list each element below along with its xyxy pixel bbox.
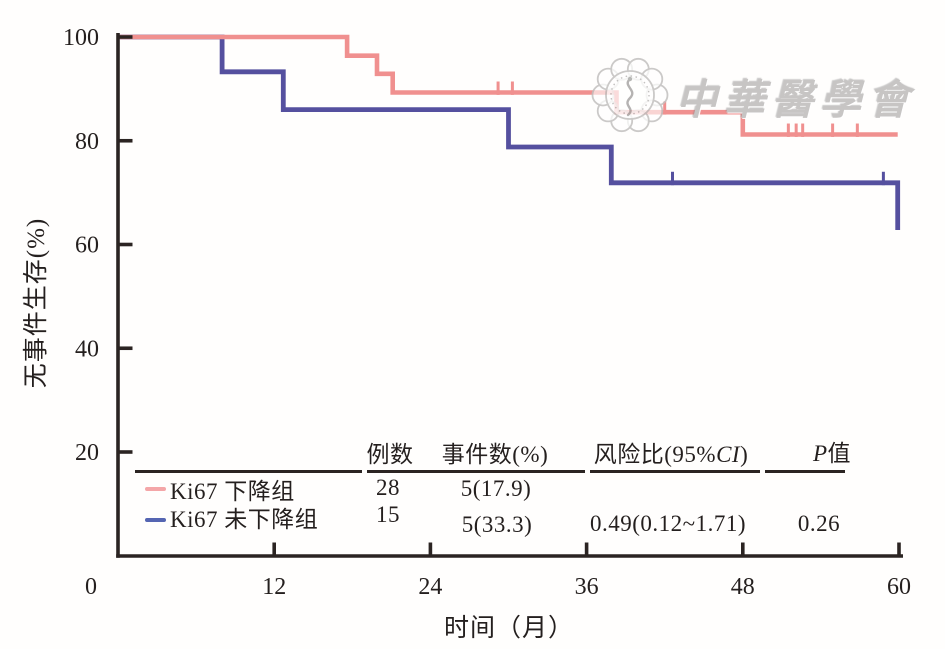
- x-tick-label-12: 12: [262, 574, 286, 600]
- x-tick-label-24: 24: [418, 574, 442, 600]
- table-header-events: 事件数(%): [441, 442, 549, 467]
- y-tick-label-100: 100: [63, 25, 99, 51]
- table-row2-n: 15: [376, 502, 400, 527]
- table-row2-p-value: 0.26: [797, 511, 841, 536]
- survival-curve-Ki67 未下降组: [118, 34, 901, 230]
- y-tick-label-20: 20: [75, 440, 99, 466]
- table-header-p: P值: [813, 434, 851, 468]
- x-axis-title: 时间（月）: [443, 615, 575, 642]
- table-header-hr: 风险比(95%CI): [594, 435, 749, 469]
- table-header-hr-text: 风险比(95%: [593, 442, 717, 467]
- x-tick-label-60: 60: [887, 574, 911, 600]
- table-header-rule: [367, 470, 585, 473]
- x-tick-label-0: 0: [85, 574, 97, 600]
- table-header-hr-paren: ): [740, 442, 749, 467]
- table-row2-hazard-ratio: 0.49(0.12~1.71): [589, 511, 747, 536]
- table-header-rule: [765, 470, 845, 473]
- legend-label-ki67-down: Ki67 下降组: [170, 479, 295, 504]
- table-header-n: 例数: [366, 442, 414, 467]
- x-tick-label-36: 36: [575, 574, 599, 600]
- y-axis-title: 无事件生存(%): [23, 217, 50, 389]
- x-tick-label-48: 48: [731, 574, 755, 600]
- table-header-rule: [590, 470, 760, 473]
- table-header-p-letter: P: [812, 441, 828, 466]
- table-header-hr-ci: CI: [716, 442, 741, 467]
- legend-swatch-ki67-down: [145, 487, 166, 491]
- table-header-p-text: 值: [827, 441, 852, 466]
- y-tick-label-80: 80: [75, 129, 99, 155]
- legend-swatch-ki67-notdown: [145, 518, 166, 522]
- table-row1-n: 28: [376, 475, 400, 500]
- y-tick-label-60: 60: [75, 233, 99, 259]
- legend-label-ki67-notdown: Ki67 未下降组: [170, 507, 319, 532]
- table-row1-events: 5(17.9): [460, 476, 532, 501]
- table-row2-events: 5(33.3): [461, 512, 533, 537]
- survival-curve-Ki67 下降组: [118, 34, 898, 137]
- table-header-rule: [135, 470, 362, 473]
- y-tick-label-40: 40: [75, 336, 99, 362]
